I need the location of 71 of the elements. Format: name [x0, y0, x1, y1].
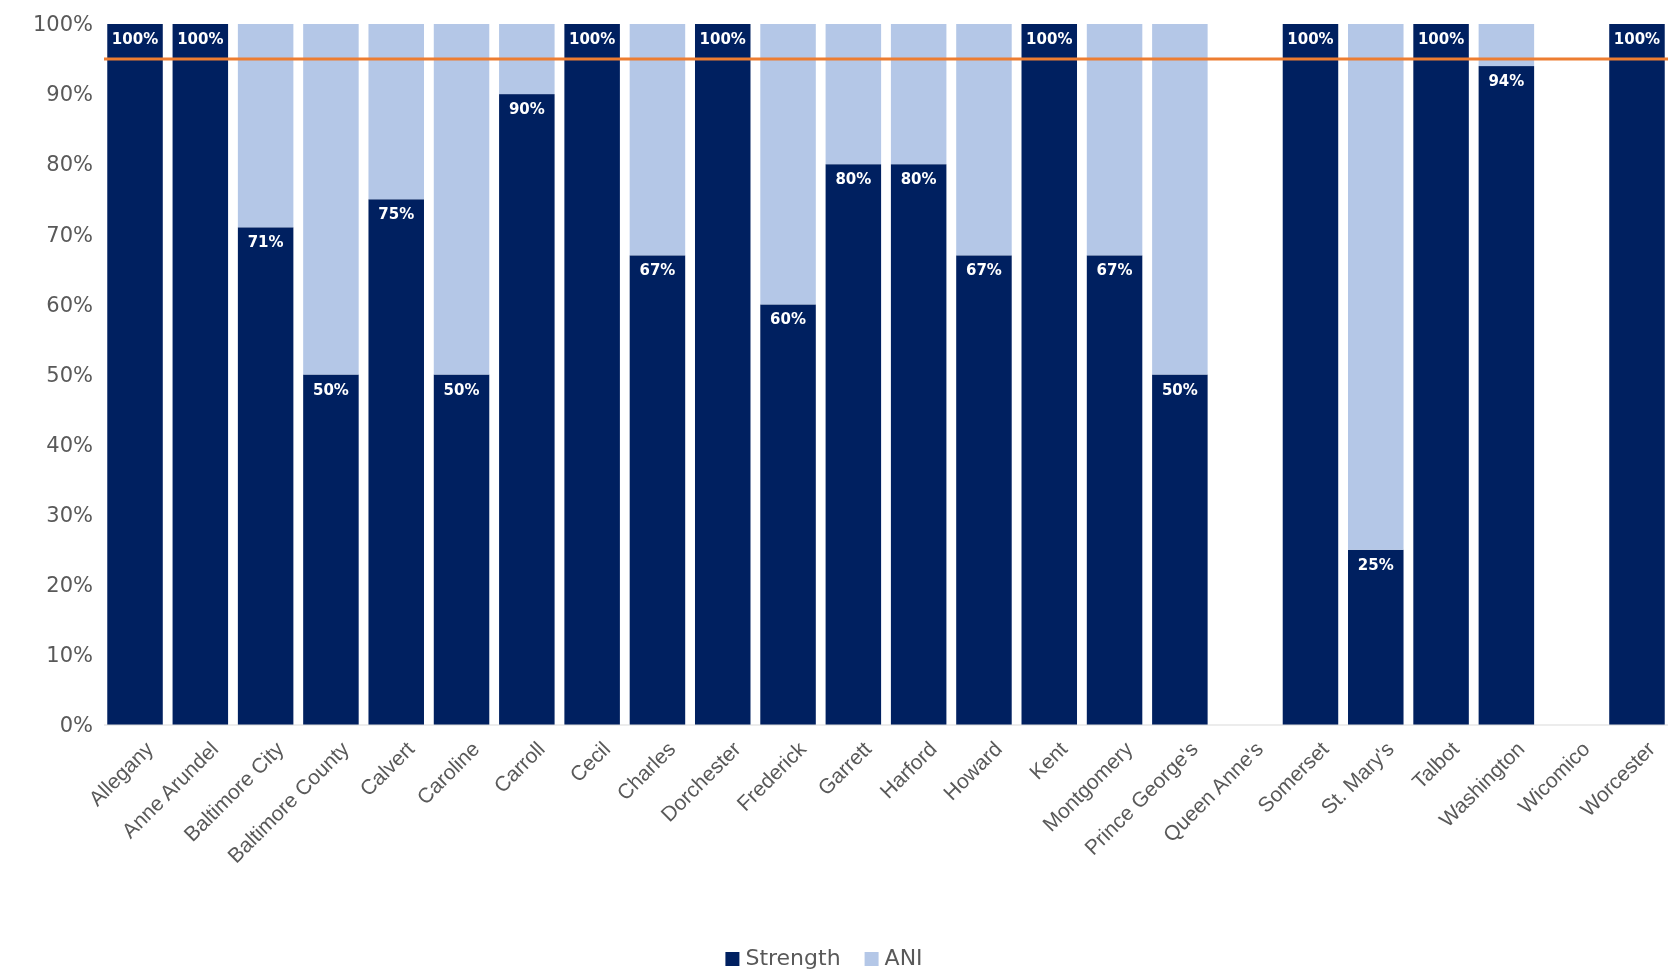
data-label: 50% — [1161, 380, 1198, 399]
bar — [172, 24, 229, 725]
bar — [368, 199, 424, 725]
bar — [694, 24, 751, 725]
bar — [956, 255, 1012, 725]
bar — [825, 24, 882, 165]
bar — [1152, 374, 1208, 725]
data-label: 100% — [568, 30, 616, 48]
legend-label: ANI — [884, 945, 923, 970]
data-label: 94% — [1488, 72, 1525, 91]
data-label: 80% — [900, 170, 937, 189]
data-label: 90% — [508, 100, 545, 119]
y-tick-label: 90% — [46, 82, 93, 107]
bar — [956, 24, 1012, 256]
data-label: 60% — [770, 310, 806, 329]
bar — [237, 24, 294, 228]
bar — [107, 24, 163, 725]
y-tick-label: 80% — [46, 152, 93, 177]
y-tick-label: 10% — [46, 643, 93, 668]
data-label: 67% — [1096, 261, 1133, 280]
bar — [1348, 549, 1404, 725]
bar — [1086, 24, 1143, 256]
y-tick-label: 40% — [46, 432, 93, 457]
bar — [1478, 66, 1535, 725]
bar — [890, 24, 947, 165]
data-label: 67% — [966, 261, 1002, 280]
y-tick-label: 30% — [46, 502, 93, 527]
bar — [629, 255, 686, 725]
bar — [1282, 24, 1339, 725]
bar — [1348, 24, 1404, 550]
bar — [629, 24, 686, 256]
data-label: 50% — [312, 380, 349, 399]
y-tick-label: 100% — [32, 12, 93, 37]
y-tick-label: 0% — [59, 713, 93, 738]
bar — [1086, 255, 1143, 725]
data-label: 25% — [1357, 555, 1394, 574]
data-label: 100% — [177, 30, 224, 48]
bar — [564, 24, 620, 725]
bar — [368, 24, 424, 200]
bar — [1152, 24, 1208, 375]
data-label: 100% — [1613, 30, 1661, 48]
data-label: 67% — [639, 261, 676, 280]
bar — [433, 374, 490, 725]
bar — [237, 227, 294, 725]
data-label: 100% — [699, 30, 746, 48]
data-label: 80% — [835, 170, 872, 189]
y-tick-label: 20% — [46, 573, 93, 598]
bar — [760, 304, 816, 725]
bar — [1413, 24, 1469, 725]
bar — [760, 24, 816, 305]
data-label: 100% — [111, 30, 159, 48]
y-tick-label: 50% — [46, 362, 93, 387]
bar — [303, 24, 359, 375]
y-tick-label: 70% — [46, 222, 93, 247]
bar — [303, 374, 359, 725]
data-label: 100% — [1287, 30, 1334, 48]
data-label: 75% — [378, 205, 415, 224]
data-label: 71% — [247, 233, 284, 252]
data-label: 50% — [443, 380, 480, 399]
bar — [499, 24, 555, 95]
bar — [890, 164, 947, 725]
bar — [825, 164, 882, 725]
y-tick-label: 60% — [46, 292, 93, 317]
bar — [1478, 24, 1535, 67]
bar — [1021, 24, 1078, 725]
bar — [1609, 24, 1665, 725]
data-label: 100% — [1417, 30, 1465, 48]
bar — [499, 94, 555, 725]
bar — [433, 24, 490, 375]
legend-label: Strength — [745, 945, 841, 970]
data-label: 100% — [1026, 30, 1073, 48]
